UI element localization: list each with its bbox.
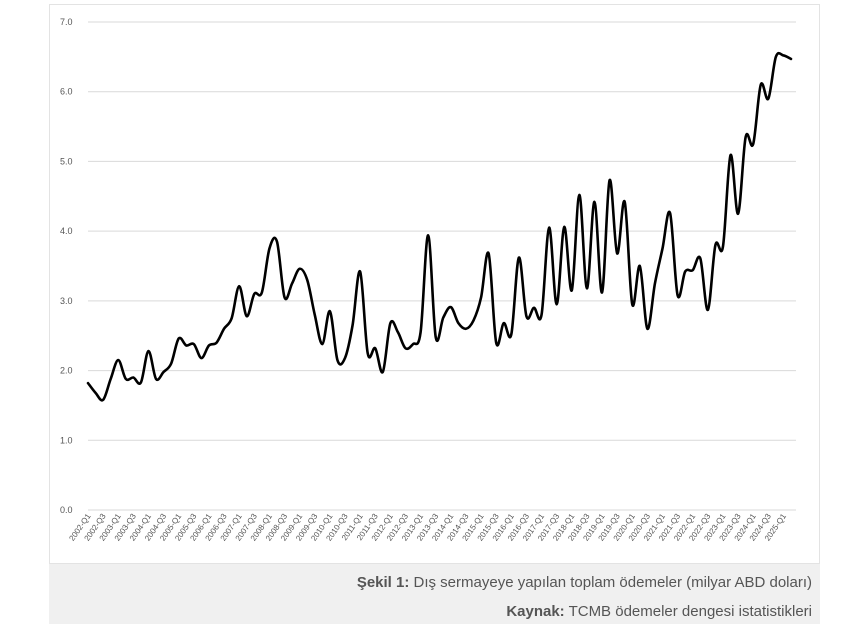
y-tick-label: 2.0 <box>60 366 73 376</box>
caption-title: Dış sermayeye yapılan toplam ödemeler (m… <box>409 574 813 591</box>
y-tick-label: 0.0 <box>60 505 73 515</box>
x-axis-ticks: 2002-Q12002-Q32003-Q12003-Q32004-Q12004-… <box>67 512 788 543</box>
chart-figure: 0.0 1.0 2.0 3.0 4.0 5.0 6.0 7.0 2002-Q1 2002-Q3 2… <box>49 4 820 564</box>
caption-label: Şekil 1: <box>356 574 410 591</box>
y-axis-ticks: 0.0 1.0 2.0 3.0 4.0 5.0 6.0 7.0 <box>60 17 73 515</box>
gridlines <box>88 21 796 511</box>
y-tick-label: 1.0 <box>60 435 73 445</box>
y-tick-label: 3.0 <box>60 296 73 306</box>
series-line <box>86 51 793 402</box>
y-tick-label: 5.0 <box>60 156 73 166</box>
figure-caption: Şekil 1: Dış sermayeye yapılan toplam öd… <box>49 564 820 624</box>
caption-title-line: Şekil 1: Dış sermayeye yapılan toplam öd… <box>49 568 812 597</box>
source-text: TCMB ödemeler dengesi istatistikleri <box>564 603 812 620</box>
y-tick-label: 7.0 <box>60 17 73 27</box>
y-tick-label: 6.0 <box>60 87 73 97</box>
line-chart: 0.0 1.0 2.0 3.0 4.0 5.0 6.0 7.0 2002-Q12002-Q32… <box>60 17 796 543</box>
source-label: Kaynak: <box>506 603 565 620</box>
y-tick-label: 4.0 <box>60 226 73 236</box>
caption-source-line: Kaynak: TCMB ödemeler dengesi istatistik… <box>49 597 812 626</box>
